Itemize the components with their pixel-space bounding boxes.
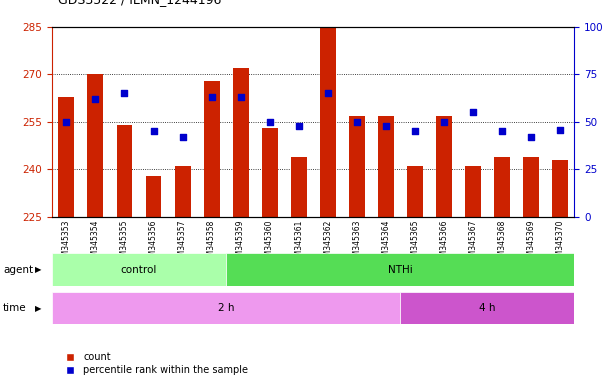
Point — [381, 122, 390, 129]
Point — [265, 119, 274, 125]
Bar — [320, 17, 335, 217]
Text: 4 h: 4 h — [479, 303, 496, 313]
Point — [555, 126, 565, 132]
Point — [526, 134, 536, 140]
Bar — [494, 157, 510, 217]
Bar — [349, 116, 365, 217]
Bar — [226, 253, 574, 286]
Point — [294, 122, 304, 129]
Bar — [436, 116, 452, 217]
Bar — [203, 81, 219, 217]
Bar — [552, 160, 568, 217]
Point — [323, 90, 332, 96]
Bar — [175, 166, 191, 217]
Point — [468, 109, 478, 116]
Point — [207, 94, 216, 100]
Bar — [52, 292, 400, 324]
Bar — [465, 166, 481, 217]
Bar — [378, 116, 393, 217]
Bar — [87, 74, 103, 217]
Bar — [262, 128, 277, 217]
Bar — [117, 125, 133, 217]
Point — [148, 128, 158, 134]
Bar — [59, 97, 75, 217]
Point — [178, 134, 188, 140]
Point — [497, 128, 507, 134]
Text: 2 h: 2 h — [218, 303, 235, 313]
Bar — [523, 157, 539, 217]
Text: NTHi: NTHi — [388, 265, 412, 275]
Bar — [400, 292, 574, 324]
Bar — [291, 157, 307, 217]
Text: time: time — [3, 303, 27, 313]
Point — [90, 96, 100, 102]
Point — [410, 128, 420, 134]
Text: ▶: ▶ — [35, 265, 42, 274]
Point — [120, 90, 130, 96]
Text: ▶: ▶ — [35, 304, 42, 313]
Bar — [145, 176, 161, 217]
Text: GDS3522 / ILMN_1244196: GDS3522 / ILMN_1244196 — [58, 0, 221, 6]
Point — [352, 119, 362, 125]
Text: control: control — [121, 265, 157, 275]
Legend: count, percentile rank within the sample: count, percentile rank within the sample — [57, 348, 252, 379]
Bar — [407, 166, 423, 217]
Point — [62, 119, 71, 125]
Bar — [52, 253, 226, 286]
Point — [236, 94, 246, 100]
Bar — [233, 68, 249, 217]
Point — [439, 119, 448, 125]
Text: agent: agent — [3, 265, 33, 275]
